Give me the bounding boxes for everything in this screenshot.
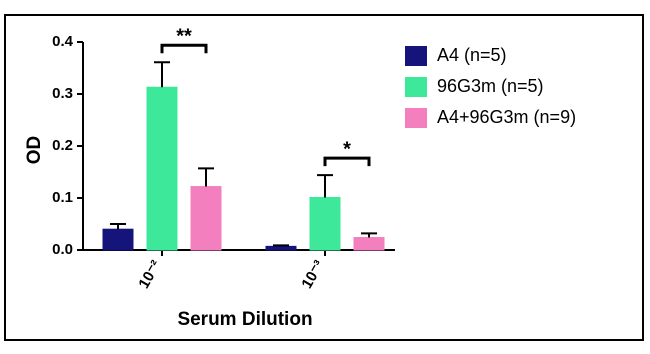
y-axis-title: OD: [24, 136, 45, 165]
error-bar: [361, 232, 377, 238]
error-bar: [317, 174, 333, 198]
error-bar: [273, 244, 289, 247]
x-tick-label: 10⁻³: [298, 257, 328, 291]
x-axis-title: Serum Dilution: [177, 309, 312, 330]
legend-label: A4 (n=5): [437, 45, 507, 65]
significance-bracket: [160, 43, 208, 54]
bar: [146, 86, 178, 251]
bar: [309, 196, 341, 251]
frame: [4, 14, 644, 341]
y-tick-label: 0.4: [52, 33, 74, 50]
legend-swatch: [405, 108, 427, 128]
legend-label: 96G3m (n=5): [437, 76, 544, 96]
significance-label: **: [176, 26, 192, 48]
bar: [353, 237, 385, 251]
error-bar: [154, 61, 170, 88]
error-bar: [198, 167, 214, 187]
y-tick-label: 0.3: [52, 85, 73, 102]
y-tick-label: 0.1: [52, 189, 73, 206]
x-tick-label: 10⁻²: [135, 257, 165, 291]
legend-swatch: [405, 46, 427, 66]
error-bar: [110, 223, 126, 230]
bar: [190, 186, 222, 251]
bar: [102, 228, 134, 251]
legend-swatch: [405, 77, 427, 97]
legend-label: A4+96G3m (n=9): [437, 107, 576, 127]
bar: [265, 245, 297, 251]
significance-label: *: [343, 138, 351, 160]
y-tick-label: 0.2: [52, 137, 73, 154]
significance-bracket: [323, 156, 371, 167]
y-tick-label: 0.0: [52, 241, 73, 258]
